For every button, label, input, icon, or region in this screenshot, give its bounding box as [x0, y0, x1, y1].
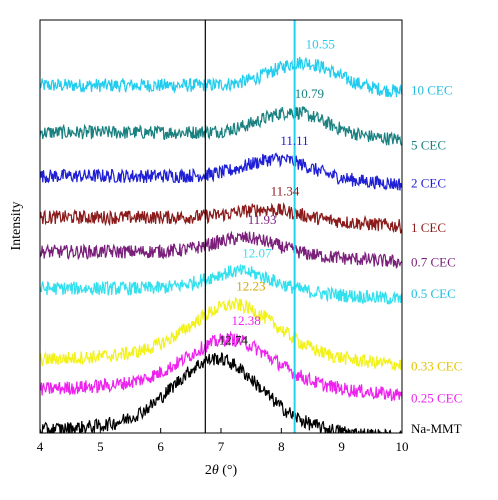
peak-label-3: 11.34: [271, 184, 300, 199]
series-label-8: Na-MMT: [411, 421, 462, 436]
x-axis-title: 2θ (°): [205, 463, 238, 478]
x-tick-label-1: 5: [97, 439, 104, 454]
series-label-3: 1 CEC: [411, 220, 446, 235]
peak-label-6: 12.23: [236, 279, 265, 294]
x-axis-ticks: 4 5 6 7 8 9 10: [37, 428, 409, 454]
y-axis-title: Intensity: [9, 202, 24, 251]
x-tick-label-0: 4: [37, 439, 44, 454]
series-label-4: 0.7 CEC: [411, 255, 456, 270]
series-label-0: 10 CEC: [411, 82, 453, 97]
series-line-0: [40, 56, 402, 99]
x-tick-label-6: 10: [396, 439, 409, 454]
peak-label-7: 12.38: [231, 313, 260, 328]
series-layer: [40, 56, 402, 433]
series-line-7: [40, 330, 402, 402]
x-axis-title-unit: (°): [219, 463, 238, 478]
series-line-5: [40, 264, 402, 306]
peak-label-2: 11.11: [280, 133, 308, 148]
series-label-7: 0.25 CEC: [411, 390, 462, 405]
series-label-2: 2 CEC: [411, 176, 446, 191]
x-tick-label-2: 6: [157, 439, 164, 454]
series-line-3: [40, 201, 402, 234]
x-tick-label-3: 7: [218, 439, 225, 454]
peak-label-4: 11.93: [248, 212, 277, 227]
peak-label-0: 10.55: [306, 37, 335, 52]
peak-labels: 10.55 10.79 11.11 11.34 11.93 12.07 12.23 12.38…: [219, 37, 335, 348]
series-label-5: 0.5 CEC: [411, 286, 456, 301]
x-axis-title-prefix: 2: [205, 463, 212, 478]
peak-label-8: 12.74: [219, 333, 249, 348]
reference-lines: [204, 20, 296, 433]
series-label-1: 5 CEC: [411, 137, 446, 152]
peak-label-1: 10.79: [295, 86, 324, 101]
x-tick-label-5: 9: [338, 439, 345, 454]
series-line-4: [40, 230, 402, 269]
series-labels: 10 CEC 5 CEC 2 CEC 1 CEC 0.7 CEC 0.5 CEC 0.33 …: [411, 82, 462, 436]
x-tick-label-4: 8: [278, 439, 285, 454]
peak-label-5: 12.07: [242, 245, 272, 260]
series-line-2: [40, 152, 402, 191]
series-label-6: 0.33 CEC: [411, 358, 462, 373]
x-axis-title-symbol: θ: [212, 463, 219, 478]
series-line-6: [40, 296, 402, 371]
series-line-1: [40, 106, 402, 146]
